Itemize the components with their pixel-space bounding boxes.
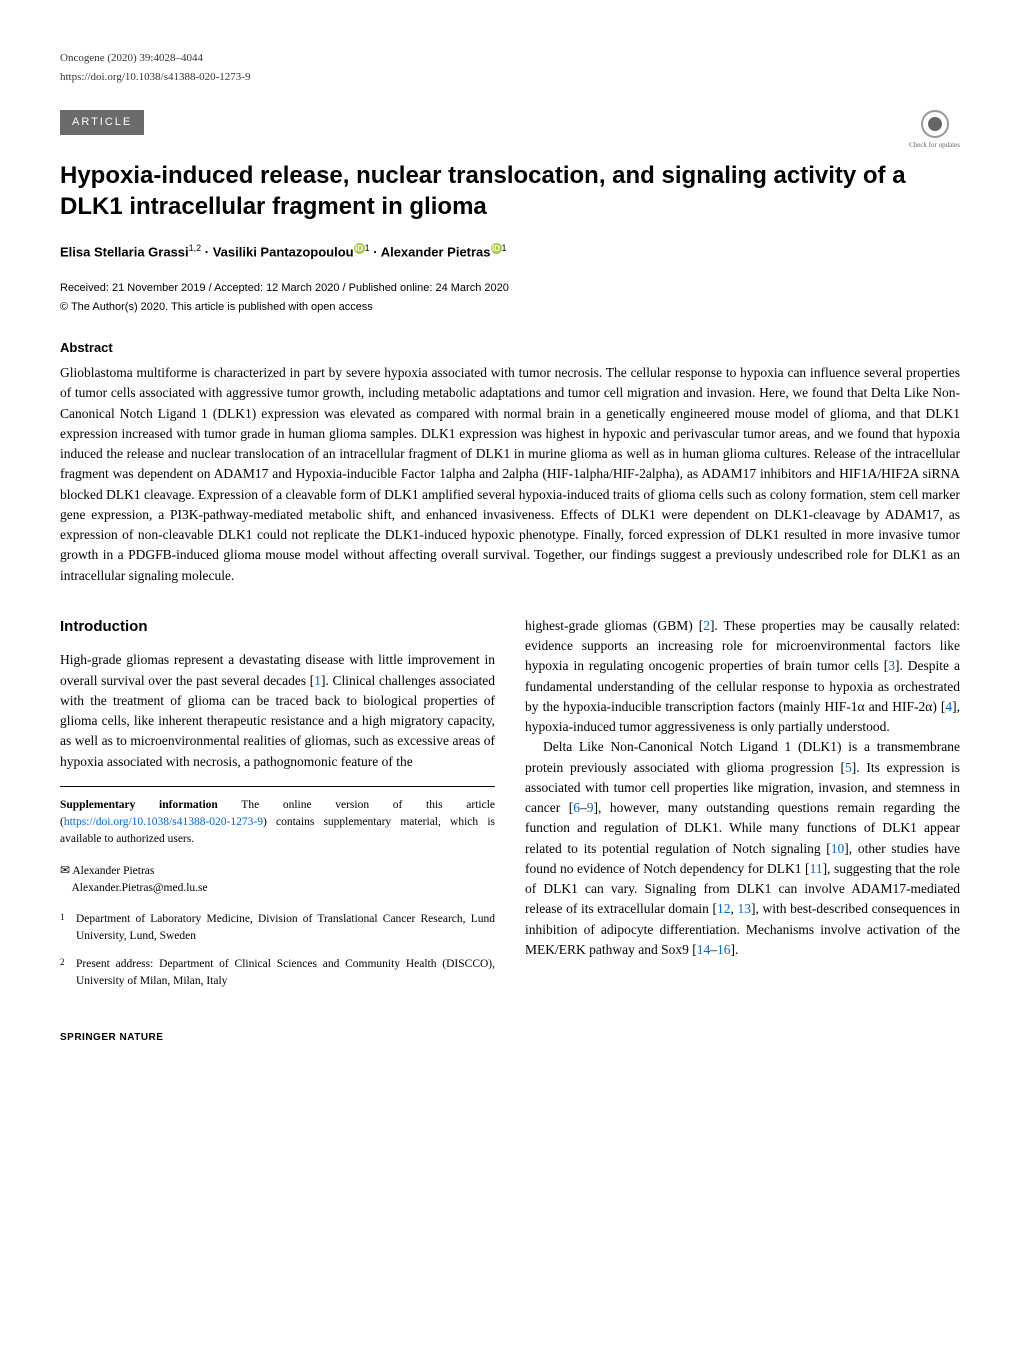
text-run: ]. [730,942,738,957]
affil-text: Department of Laboratory Medicine, Divis… [76,913,495,942]
text-run: – [710,942,717,957]
check-updates-badge[interactable]: Check for updates [909,110,960,151]
ref-link-13[interactable]: 13 [737,901,751,916]
left-column: Introduction High-grade gliomas represen… [60,616,495,1000]
affil-number: 2 [60,956,65,970]
intro-paragraph-right-2: Delta Like Non-Canonical Notch Ligand 1 … [525,737,960,960]
affil-text: Present address: Department of Clinical … [76,958,495,987]
ref-link-12[interactable]: 12 [717,901,731,916]
article-type-badge: ARTICLE [60,110,144,135]
affil-number: 1 [60,911,65,925]
ref-link-5[interactable]: 5 [845,760,852,775]
divider [60,786,495,787]
affiliations: 1 Department of Laboratory Medicine, Divi… [60,911,495,990]
ref-link-6[interactable]: 6 [573,800,580,815]
publisher-footer: SPRINGER NATURE [60,1030,960,1045]
ref-link-1[interactable]: 1 [314,673,321,688]
journal-line: Oncogene (2020) 39:4028–4044 [60,50,960,67]
ref-link-10[interactable]: 10 [831,841,845,856]
supp-doi-link[interactable]: https://doi.org/10.1038/s41388-020-1273-… [64,816,263,828]
intro-paragraph-right-1: highest-grade gliomas (GBM) [2]. These p… [525,616,960,738]
abstract-heading: Abstract [60,338,960,358]
corresponding-author: ✉ Alexander Pietras Alexander.Pietras@me… [60,861,495,898]
copyright-line: © The Author(s) 2020. This article is pu… [60,299,960,316]
author-sep: · [201,244,213,259]
author-3-affil: 1 [502,243,507,253]
ref-link-11[interactable]: 11 [810,861,823,876]
orcid-icon[interactable]: iD [354,243,365,254]
author-sep: · [370,244,381,259]
author-1-affil: 1,2 [189,243,202,253]
ref-link-3[interactable]: 3 [888,658,895,673]
ref-link-16[interactable]: 16 [717,942,731,957]
text-run: – [580,800,587,815]
supp-label: Supplementary information [60,799,218,811]
ref-link-14[interactable]: 14 [697,942,711,957]
corr-email: Alexander.Pietras@med.lu.se [72,882,208,894]
author-1: Elisa Stellaria Grassi [60,244,189,259]
introduction-heading: Introduction [60,616,495,639]
ref-link-2[interactable]: 2 [703,618,710,633]
right-column: highest-grade gliomas (GBM) [2]. These p… [525,616,960,1000]
affiliation-2: 2 Present address: Department of Clinical… [60,956,495,991]
supplementary-info: Supplementary information The online ver… [60,797,495,849]
envelope-icon: ✉ [60,863,70,877]
abstract-text: Glioblastoma multiforme is characterized… [60,363,960,586]
authors-line: Elisa Stellaria Grassi1,2 · Vasiliki Pan… [60,242,960,262]
intro-paragraph-left: High-grade gliomas represent a devastati… [60,650,495,772]
text-run: highest-grade gliomas (GBM) [ [525,618,703,633]
orcid-icon[interactable]: iD [491,243,502,254]
check-updates-label: Check for updates [909,140,960,151]
author-2: Vasiliki Pantazopoulou [213,244,354,259]
doi-line: https://doi.org/10.1038/s41388-020-1273-… [60,69,960,86]
author-3: Alexander Pietras [381,244,491,259]
publication-dates: Received: 21 November 2019 / Accepted: 1… [60,280,960,297]
affiliation-1: 1 Department of Laboratory Medicine, Divi… [60,911,495,946]
corr-name: Alexander Pietras [72,865,154,877]
article-title: Hypoxia-induced release, nuclear translo… [60,160,960,222]
